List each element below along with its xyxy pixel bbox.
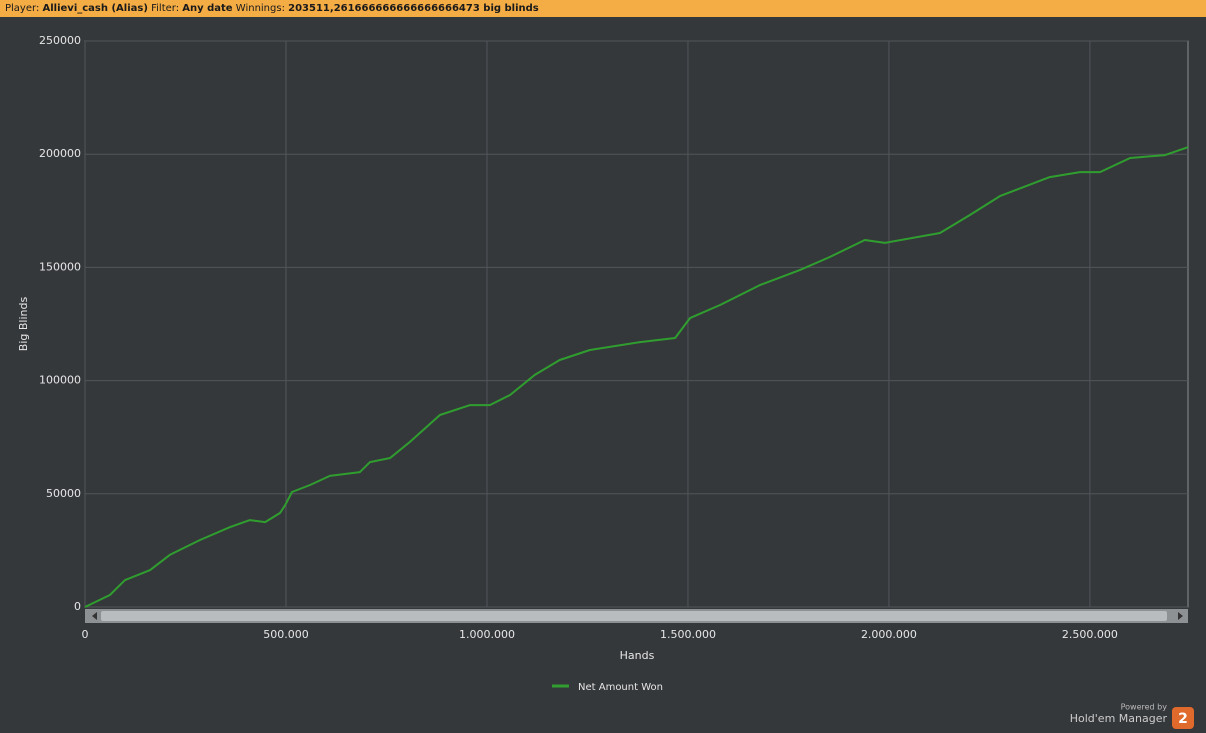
player: Allievi_cash (Alias) xyxy=(42,3,148,14)
x-tick-label: 0 xyxy=(82,628,89,641)
y-tick-label: 50000 xyxy=(46,487,81,500)
logo-number: 2 xyxy=(1178,711,1188,727)
chart: Hands Big Blinds Powered by Hold'em Mana… xyxy=(17,34,1194,729)
y-axis-title: Big Blinds xyxy=(17,297,30,352)
scroll-right[interactable] xyxy=(1178,612,1183,620)
winnings: 203511,261666666666666666473 big blinds xyxy=(288,3,539,14)
label: Winnings: xyxy=(235,3,285,14)
x-tick-label: 500.000 xyxy=(263,628,309,641)
legend-label: Net Amount Won xyxy=(578,682,663,693)
grid xyxy=(84,40,1188,608)
x-tick-label: 2.000.000 xyxy=(861,628,917,641)
y-tick-label: 250000 xyxy=(39,34,81,47)
plot-area xyxy=(84,40,1189,608)
label: Player: xyxy=(5,3,40,14)
product: Hold'em Manager xyxy=(1070,712,1168,725)
y-tick-label: 100000 xyxy=(39,374,81,387)
y-tick-label: 0 xyxy=(74,600,81,613)
x-axis-title: Hands xyxy=(620,649,655,662)
powered-by: Powered by xyxy=(1121,703,1168,712)
x-tick-label: 1.500.000 xyxy=(660,628,716,641)
logo-badge xyxy=(1172,707,1194,729)
y-tick-label: 200000 xyxy=(39,147,81,160)
filter: Any date xyxy=(182,3,233,14)
scroll-thumb[interactable] xyxy=(101,611,1167,621)
x-tick-label: 1.000.000 xyxy=(459,628,515,641)
scroll-left[interactable] xyxy=(92,612,97,620)
scrollbar[interactable] xyxy=(85,609,1188,623)
y-tick-label: 150000 xyxy=(39,260,81,273)
x-tick-label: 2.500.000 xyxy=(1062,628,1118,641)
series-line xyxy=(84,146,1189,608)
info-bar: Player: Allievi_cash (Alias) Filter: Any… xyxy=(0,0,1206,17)
label: Filter: xyxy=(151,3,180,14)
